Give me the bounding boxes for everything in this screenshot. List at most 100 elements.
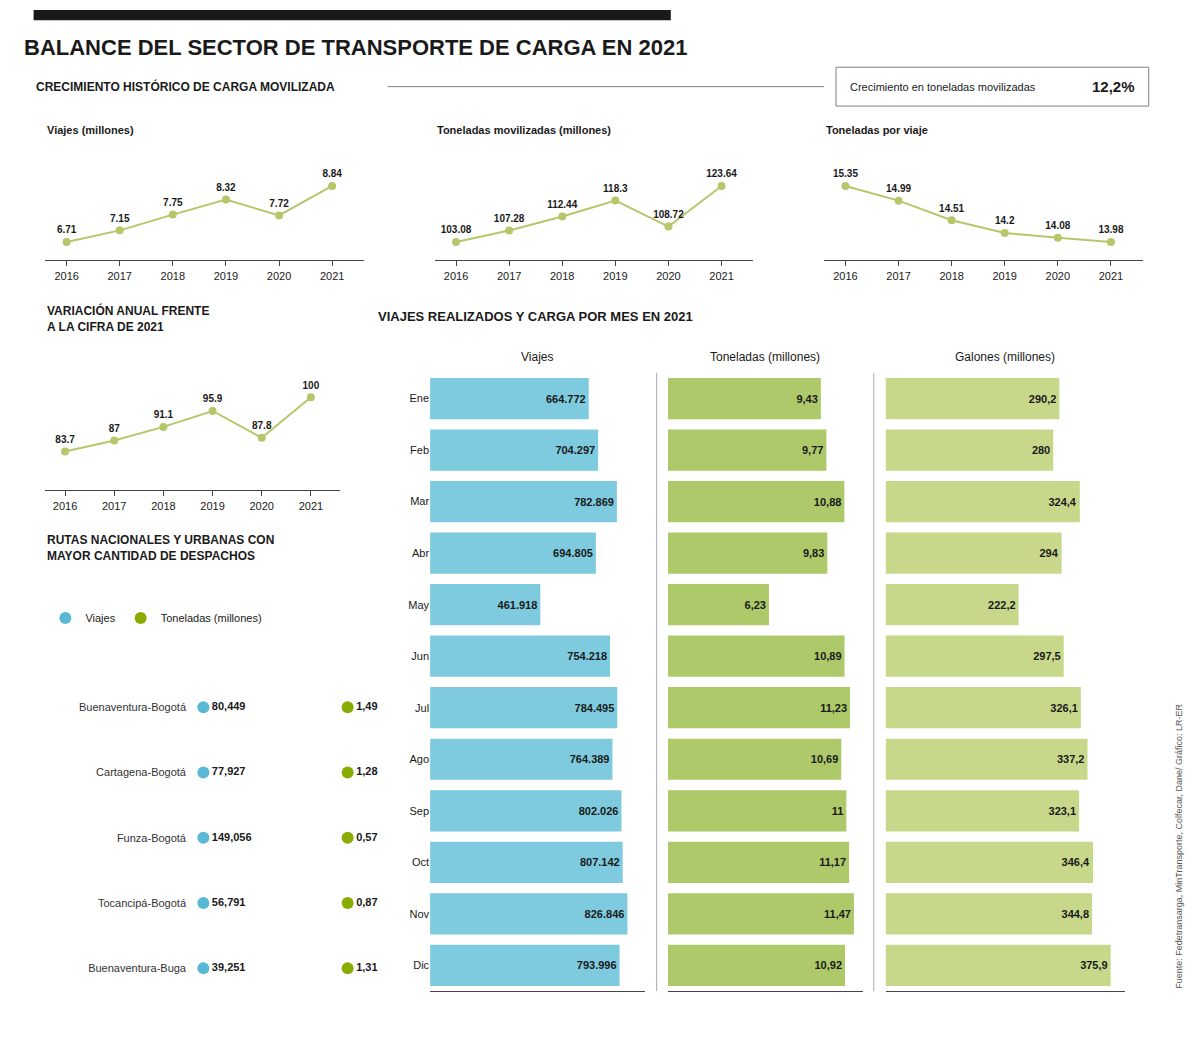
svg-text:2020: 2020	[249, 500, 273, 512]
svg-text:Oct: Oct	[412, 856, 429, 868]
svg-text:83.7: 83.7	[55, 434, 75, 445]
svg-text:9,83: 9,83	[803, 547, 824, 559]
svg-text:BALANCE DEL SECTOR DE TRANSPOR: BALANCE DEL SECTOR DE TRANSPORTE DE CARG…	[24, 35, 687, 60]
svg-text:2018: 2018	[939, 270, 963, 282]
svg-text:7.72: 7.72	[269, 198, 289, 209]
svg-text:12,2%: 12,2%	[1092, 78, 1135, 95]
svg-text:14.99: 14.99	[886, 183, 911, 194]
svg-text:14.51: 14.51	[939, 203, 964, 214]
svg-text:Ene: Ene	[410, 392, 430, 404]
svg-text:Cartagena-Bogotá: Cartagena-Bogotá	[96, 766, 187, 778]
svg-text:2016: 2016	[833, 270, 857, 282]
svg-text:2016: 2016	[53, 500, 77, 512]
svg-text:2019: 2019	[992, 270, 1016, 282]
svg-text:764.389: 764.389	[570, 753, 610, 765]
svg-text:14.2: 14.2	[995, 215, 1015, 226]
svg-text:11,17: 11,17	[819, 856, 846, 868]
svg-text:Buenaventura-Bogotá: Buenaventura-Bogotá	[79, 701, 187, 713]
svg-text:461.918: 461.918	[498, 599, 538, 611]
svg-text:807.142: 807.142	[580, 856, 620, 868]
svg-text:2016: 2016	[54, 270, 78, 282]
svg-text:297,5: 297,5	[1033, 650, 1061, 662]
svg-text:754.218: 754.218	[567, 650, 607, 662]
svg-text:2017: 2017	[102, 500, 126, 512]
svg-text:294: 294	[1039, 547, 1058, 559]
svg-text:323,1: 323,1	[1049, 805, 1077, 817]
svg-text:103.08: 103.08	[441, 224, 472, 235]
svg-text:Toneladas (millones): Toneladas (millones)	[161, 612, 262, 624]
svg-text:10,92: 10,92	[814, 959, 842, 971]
svg-text:15.35: 15.35	[833, 168, 858, 179]
svg-text:694.805: 694.805	[553, 547, 593, 559]
svg-text:Funza-Bogotá: Funza-Bogotá	[117, 832, 187, 844]
svg-text:2020: 2020	[1046, 270, 1070, 282]
svg-text:7.15: 7.15	[110, 213, 130, 224]
svg-text:2018: 2018	[161, 270, 185, 282]
svg-text:222,2: 222,2	[988, 599, 1016, 611]
svg-text:2017: 2017	[497, 270, 521, 282]
svg-text:123.64: 123.64	[706, 168, 737, 179]
svg-text:2019: 2019	[200, 500, 224, 512]
svg-text:91.1: 91.1	[154, 409, 174, 420]
svg-text:Jul: Jul	[415, 702, 429, 714]
svg-text:Mar: Mar	[410, 495, 429, 507]
svg-text:346,4: 346,4	[1062, 856, 1090, 868]
svg-text:326,1: 326,1	[1050, 702, 1078, 714]
svg-text:Viajes: Viajes	[521, 350, 553, 364]
svg-text:826.846: 826.846	[585, 908, 625, 920]
svg-text:100: 100	[303, 380, 320, 391]
svg-text:793.996: 793.996	[577, 959, 617, 971]
svg-text:Toneladas movilizadas (millone: Toneladas movilizadas (millones)	[437, 124, 611, 136]
svg-text:2020: 2020	[267, 270, 291, 282]
svg-text:9,43: 9,43	[796, 393, 817, 405]
svg-text:Sep: Sep	[410, 805, 430, 817]
svg-text:118.3: 118.3	[603, 183, 628, 194]
svg-text:VIAJES REALIZADOS Y CARGA POR: VIAJES REALIZADOS Y CARGA POR MES EN 202…	[378, 309, 693, 324]
svg-text:10,69: 10,69	[811, 753, 839, 765]
svg-text:Galones (millones): Galones (millones)	[955, 350, 1055, 364]
svg-text:108.72: 108.72	[653, 209, 684, 220]
svg-text:Nov: Nov	[410, 908, 430, 920]
svg-text:6,23: 6,23	[745, 599, 766, 611]
svg-text:Toneladas (millones): Toneladas (millones)	[710, 350, 820, 364]
svg-text:14.08: 14.08	[1045, 220, 1070, 231]
svg-text:80,449: 80,449	[212, 700, 246, 712]
svg-text:77,927: 77,927	[212, 765, 246, 777]
svg-text:Crecimiento en toneladas movil: Crecimiento en toneladas movilizadas	[850, 81, 1036, 93]
svg-text:10,88: 10,88	[814, 496, 842, 508]
svg-text:11: 11	[832, 805, 844, 817]
svg-text:0,87: 0,87	[356, 896, 377, 908]
svg-text:Jun: Jun	[411, 650, 429, 662]
svg-text:2018: 2018	[550, 270, 574, 282]
svg-text:RUTAS NACIONALES Y URBANAS CON: RUTAS NACIONALES Y URBANAS CONMAYOR CANT…	[47, 533, 274, 563]
svg-text:Dic: Dic	[413, 959, 429, 971]
svg-text:2019: 2019	[214, 270, 238, 282]
svg-text:290,2: 290,2	[1029, 393, 1057, 405]
svg-text:149,056: 149,056	[212, 831, 252, 843]
svg-text:2021: 2021	[299, 500, 323, 512]
svg-text:2021: 2021	[1099, 270, 1123, 282]
svg-text:107.28: 107.28	[494, 213, 525, 224]
svg-text:784.495: 784.495	[575, 702, 615, 714]
svg-text:Ago: Ago	[410, 753, 430, 765]
svg-text:10,89: 10,89	[814, 650, 842, 662]
svg-text:112.44: 112.44	[547, 199, 577, 210]
svg-text:Toneladas por viaje: Toneladas por viaje	[826, 124, 928, 136]
svg-text:13.98: 13.98	[1098, 224, 1123, 235]
svg-text:2021: 2021	[709, 270, 733, 282]
svg-text:VARIACIÓN ANUAL FRENTEA LA CIF: VARIACIÓN ANUAL FRENTEA LA CIFRA DE 2021	[47, 303, 209, 334]
svg-text:6.71: 6.71	[57, 224, 77, 235]
svg-text:11,23: 11,23	[820, 702, 847, 714]
svg-text:8.84: 8.84	[322, 168, 342, 179]
svg-text:Tocancipá-Bogotá: Tocancipá-Bogotá	[98, 897, 187, 909]
svg-text:CRECIMIENTO HISTÓRICO DE CARGA: CRECIMIENTO HISTÓRICO DE CARGA MOVILIZAD…	[36, 79, 335, 94]
svg-text:1,28: 1,28	[356, 765, 377, 777]
svg-text:May: May	[408, 599, 429, 611]
svg-text:95.9: 95.9	[203, 393, 223, 404]
svg-text:2020: 2020	[656, 270, 680, 282]
svg-text:Fuente: Fedetransarga, MinTran: Fuente: Fedetransarga, MinTransporte, Co…	[1174, 704, 1184, 989]
svg-text:324,4: 324,4	[1048, 496, 1076, 508]
svg-text:Feb: Feb	[410, 444, 429, 456]
svg-text:337,2: 337,2	[1057, 753, 1085, 765]
svg-text:Buenaventura-Buga: Buenaventura-Buga	[88, 962, 187, 974]
